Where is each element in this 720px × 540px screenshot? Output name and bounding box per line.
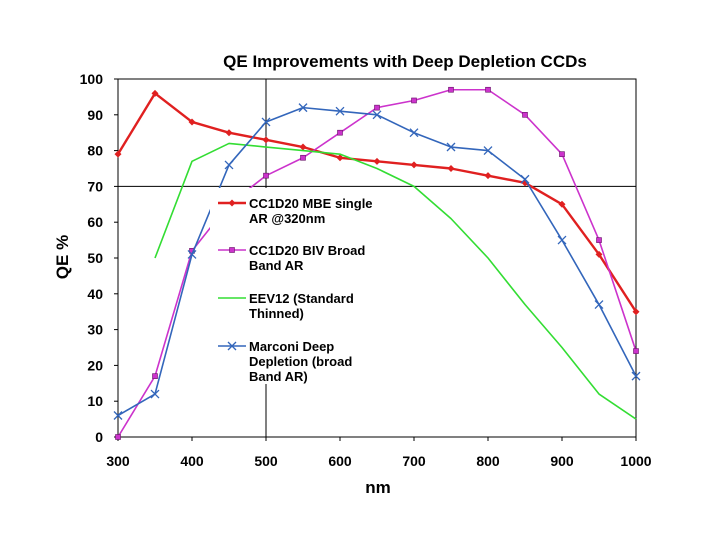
- data-point: [372, 110, 382, 120]
- data-point: [484, 172, 492, 180]
- data-point: [228, 199, 236, 207]
- data-point: [263, 172, 269, 179]
- data-point: [559, 151, 565, 157]
- data-point: [596, 237, 602, 243]
- y-tick-label: 50: [87, 250, 103, 266]
- legend-label: Band AR: [249, 258, 304, 273]
- x-tick-label: 800: [476, 453, 500, 469]
- data-point: [633, 348, 639, 354]
- series-3: [154, 142, 637, 420]
- data-point: [299, 143, 307, 151]
- data-point: [632, 308, 640, 316]
- data-point: [300, 154, 306, 161]
- y-tick-label: 80: [87, 143, 103, 159]
- y-axis-label: QE %: [53, 235, 72, 279]
- data-point: [483, 146, 493, 156]
- data-point: [409, 128, 419, 138]
- data-point: [447, 165, 455, 172]
- data-point: [114, 150, 122, 158]
- series-1: [114, 89, 640, 316]
- x-tick-label: 1000: [620, 453, 651, 469]
- data-point: [298, 103, 308, 113]
- y-tick-label: 10: [87, 393, 103, 409]
- data-point: [150, 389, 160, 399]
- y-tick-label: 20: [87, 357, 103, 373]
- x-tick-label: 600: [328, 453, 352, 469]
- y-tick-label: 0: [95, 429, 103, 445]
- data-point: [631, 371, 641, 381]
- legend-label: Marconi Deep: [249, 339, 334, 354]
- x-tick-label: 300: [106, 453, 130, 469]
- y-tick-label: 100: [80, 71, 104, 87]
- data-point: [557, 235, 567, 245]
- data-point: [374, 104, 380, 111]
- data-point: [261, 117, 271, 127]
- data-point: [448, 86, 454, 93]
- y-tick-label: 70: [87, 178, 103, 194]
- x-axis-label: nm: [365, 478, 391, 497]
- data-point: [594, 300, 604, 309]
- data-point: [188, 118, 196, 126]
- series-layer: [113, 86, 641, 440]
- data-point: [225, 129, 233, 137]
- data-point: [224, 160, 234, 170]
- data-point: [113, 411, 123, 420]
- data-point: [485, 86, 491, 93]
- data-point: [336, 154, 344, 162]
- data-point: [152, 373, 158, 379]
- legend-background: [210, 188, 380, 384]
- data-point: [595, 250, 603, 258]
- x-tick-label: 500: [254, 453, 278, 469]
- x-tick-label: 400: [180, 453, 204, 469]
- legend-label: Depletion (broad: [249, 354, 352, 369]
- data-point: [227, 341, 237, 351]
- data-point: [558, 200, 566, 208]
- data-point: [520, 174, 530, 184]
- data-point: [115, 434, 121, 440]
- x-tick-label: 700: [402, 453, 426, 469]
- data-point: [151, 89, 159, 97]
- data-point: [187, 249, 197, 259]
- data-point: [229, 247, 235, 253]
- legend-label: AR @320nm: [249, 211, 325, 226]
- x-tick-label: 900: [550, 453, 574, 469]
- x-axis-ticks: 300 400 500 600 700 800 900 1000: [106, 437, 652, 469]
- chart-title: QE Improvements with Deep Depletion CCDs: [223, 52, 587, 71]
- legend-label: Band AR): [249, 369, 308, 384]
- y-tick-label: 30: [87, 322, 103, 338]
- data-point: [411, 97, 417, 104]
- data-point: [335, 106, 345, 116]
- legend-label: Thinned): [249, 306, 304, 321]
- legend-label: CC1D20 MBE single: [249, 196, 373, 211]
- legend-label: EEV12 (Standard: [249, 291, 354, 306]
- y-tick-label: 60: [87, 214, 103, 230]
- data-point: [373, 157, 381, 165]
- y-axis-ticks: 0 10 20 30 40 50 60 70 80 90 100: [80, 71, 118, 445]
- data-point: [262, 136, 270, 144]
- series-line: [154, 142, 637, 420]
- series-4: [113, 103, 641, 420]
- y-tick-label: 90: [87, 107, 103, 123]
- data-point: [410, 161, 418, 169]
- data-point: [446, 142, 456, 152]
- data-point: [522, 112, 528, 118]
- series-2: [115, 86, 639, 440]
- y-tick-label: 40: [87, 286, 103, 302]
- legend-label: CC1D20 BIV Broad: [249, 243, 365, 258]
- data-point: [337, 129, 343, 136]
